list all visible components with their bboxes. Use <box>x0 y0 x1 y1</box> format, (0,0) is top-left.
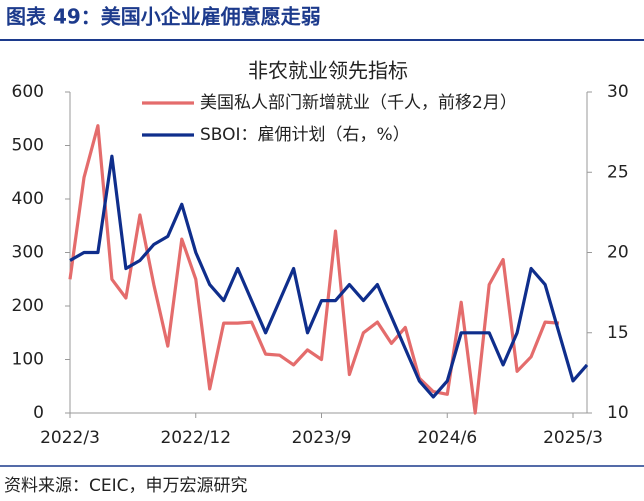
y-tick-label: 300 <box>12 243 44 263</box>
x-tick-label: 2022/12 <box>160 428 231 448</box>
chart-title: 非农就业领先指标 <box>248 59 408 83</box>
x-tick-label: 2025/3 <box>543 428 603 448</box>
y-tick-label: 400 <box>12 189 44 209</box>
y2-tick-label: 10 <box>607 403 629 423</box>
y-tick-label: 100 <box>12 350 44 370</box>
legend-label: SBOI：雇佣计划（右，%） <box>200 125 410 145</box>
y2-tick-label: 20 <box>607 243 629 263</box>
x-tick-label: 2024/6 <box>417 428 477 448</box>
y-tick-label: 200 <box>12 296 44 316</box>
y2-tick-label: 25 <box>607 162 629 182</box>
y2-tick-label: 15 <box>607 323 629 343</box>
x-tick-label: 2023/9 <box>292 428 352 448</box>
x-tick-label: 2022/3 <box>40 428 100 448</box>
series-line <box>68 124 560 415</box>
source-note: 资料来源：CEIC，申万宏源研究 <box>4 476 248 496</box>
figure-title: 图表 49：美国小企业雇佣意愿走弱 <box>6 5 321 29</box>
y-tick-label: 500 <box>12 136 44 156</box>
legend-label: 美国私人部门新增就业（千人，前移2月） <box>200 93 517 113</box>
y-tick-label: 0 <box>33 403 44 423</box>
y2-tick-label: 30 <box>607 82 629 102</box>
series-line <box>69 154 589 399</box>
y-tick-label: 600 <box>12 82 44 102</box>
